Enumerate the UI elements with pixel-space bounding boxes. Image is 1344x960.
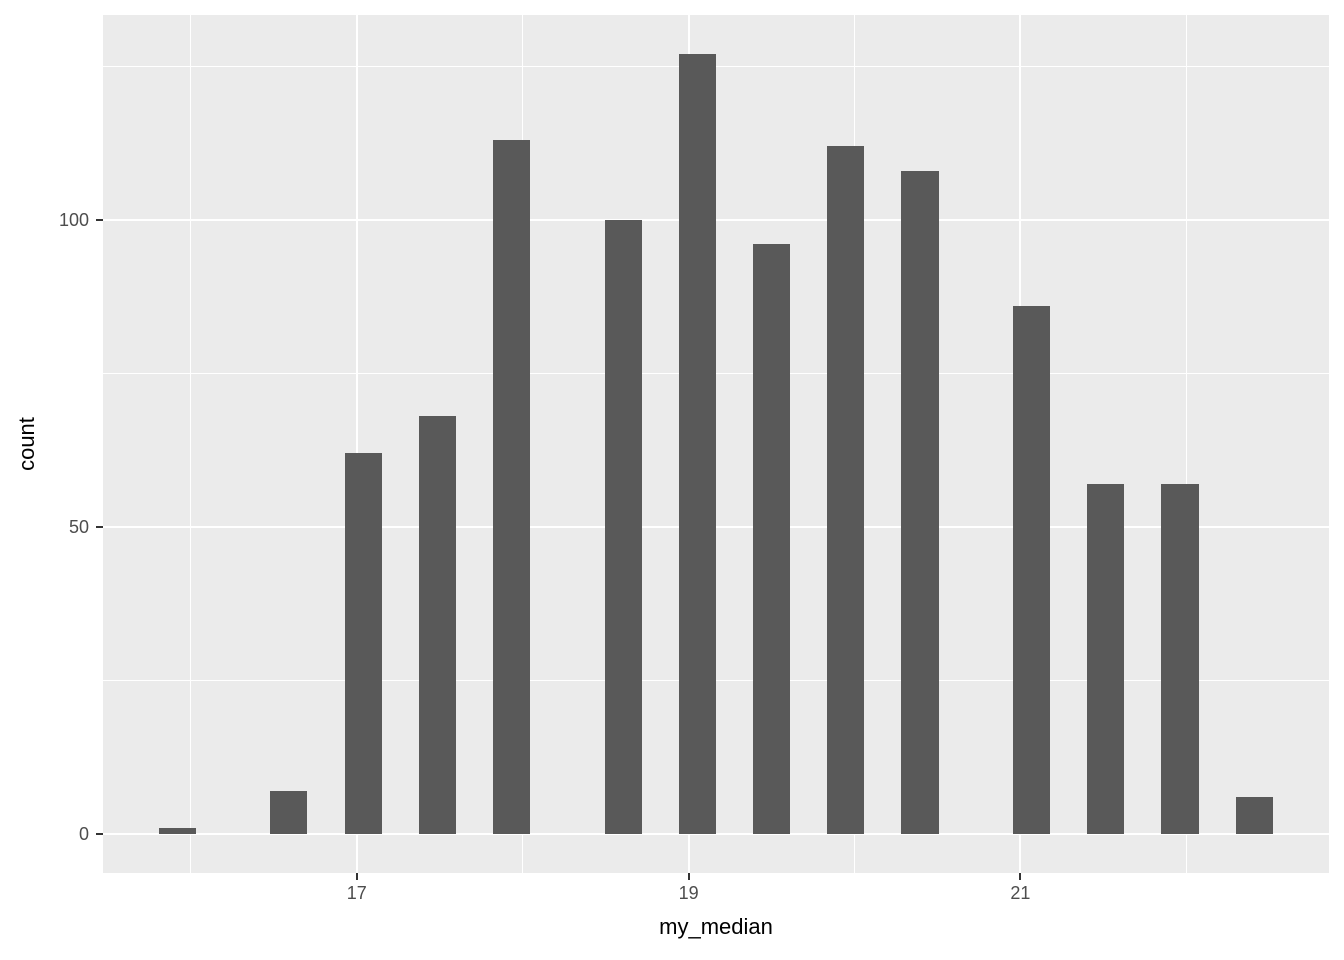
x-axis-title: my_median bbox=[659, 914, 773, 939]
gridline-major-x bbox=[355, 15, 358, 873]
y-tick-mark bbox=[96, 833, 103, 835]
histogram-bar bbox=[270, 791, 308, 834]
histogram-bar bbox=[158, 827, 197, 834]
histogram-bar bbox=[344, 453, 382, 834]
histogram-bar bbox=[1235, 797, 1273, 834]
gridline-major-y bbox=[103, 218, 1329, 221]
histogram-bar bbox=[678, 54, 716, 834]
x-tick-label: 21 bbox=[1010, 883, 1031, 903]
gridline-minor-y bbox=[103, 372, 1329, 374]
gridline-minor-y bbox=[103, 65, 1329, 67]
x-tick-mark bbox=[355, 873, 358, 880]
x-tick-mark bbox=[687, 873, 690, 880]
gridline-minor-y bbox=[103, 679, 1329, 681]
x-tick-label: 19 bbox=[678, 883, 699, 903]
y-tick-label: 0 bbox=[78, 824, 89, 844]
gridline-minor-x bbox=[190, 15, 192, 873]
y-tick-mark bbox=[96, 525, 103, 528]
gridline-major-y bbox=[103, 833, 1329, 835]
y-tick-mark bbox=[96, 218, 103, 221]
histogram-bar bbox=[827, 146, 865, 834]
histogram-bar bbox=[493, 139, 531, 834]
y-tick-label: 50 bbox=[68, 516, 89, 537]
histogram-bar bbox=[1087, 483, 1125, 834]
x-tick-mark bbox=[1019, 873, 1022, 880]
plot-panel bbox=[103, 15, 1329, 873]
gridline-minor-x bbox=[1185, 15, 1187, 873]
histogram-bar bbox=[1012, 305, 1051, 834]
histogram-bar bbox=[1161, 483, 1199, 834]
y-axis-title: count bbox=[14, 417, 39, 471]
x-tick-label: 17 bbox=[346, 883, 367, 903]
histogram-bar bbox=[604, 219, 642, 834]
gridline-major-y bbox=[103, 525, 1329, 528]
histogram-bar bbox=[753, 244, 791, 834]
histogram-bar bbox=[901, 170, 939, 834]
y-tick-label: 100 bbox=[58, 209, 89, 230]
histogram-bar bbox=[418, 416, 456, 834]
